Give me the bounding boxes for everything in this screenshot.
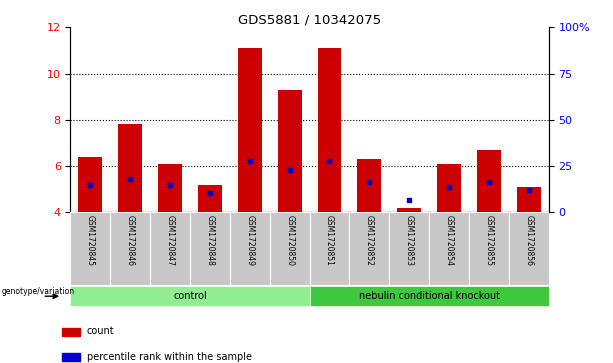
FancyBboxPatch shape	[150, 212, 190, 285]
Bar	[198, 184, 222, 212]
Bar	[61, 328, 80, 336]
Bar	[318, 48, 341, 212]
Text: GSM1720848: GSM1720848	[205, 215, 215, 265]
FancyBboxPatch shape	[389, 212, 429, 285]
Text: percentile rank within the sample: percentile rank within the sample	[87, 352, 252, 362]
FancyBboxPatch shape	[270, 212, 310, 285]
Bar	[477, 150, 501, 212]
Bar	[278, 90, 302, 212]
FancyBboxPatch shape	[349, 212, 389, 285]
Text: control: control	[173, 291, 207, 301]
FancyBboxPatch shape	[110, 212, 150, 285]
Bar	[78, 157, 102, 212]
FancyBboxPatch shape	[230, 212, 270, 285]
FancyBboxPatch shape	[469, 212, 509, 285]
Text: GSM1720849: GSM1720849	[245, 215, 254, 265]
Text: genotype/variation: genotype/variation	[1, 287, 75, 296]
FancyBboxPatch shape	[509, 212, 549, 285]
FancyBboxPatch shape	[429, 212, 469, 285]
FancyBboxPatch shape	[70, 286, 310, 306]
FancyBboxPatch shape	[190, 212, 230, 285]
Bar	[397, 208, 421, 212]
Text: nebulin conditional knockout: nebulin conditional knockout	[359, 291, 500, 301]
Bar	[118, 125, 142, 212]
Text: GSM1720855: GSM1720855	[484, 215, 493, 265]
Text: count: count	[87, 326, 115, 337]
FancyBboxPatch shape	[310, 212, 349, 285]
Text: GSM1720847: GSM1720847	[166, 215, 175, 265]
Bar	[61, 353, 80, 362]
Bar	[357, 159, 381, 212]
Text: GSM1720846: GSM1720846	[126, 215, 135, 265]
Text: GSM1720854: GSM1720854	[444, 215, 454, 265]
Text: GSM1720852: GSM1720852	[365, 215, 374, 265]
Text: GSM1720851: GSM1720851	[325, 215, 334, 265]
Text: GSM1720850: GSM1720850	[285, 215, 294, 265]
Bar	[158, 164, 182, 212]
FancyBboxPatch shape	[310, 286, 549, 306]
Text: GSM1720845: GSM1720845	[86, 215, 95, 265]
Text: GSM1720856: GSM1720856	[524, 215, 533, 265]
Title: GDS5881 / 10342075: GDS5881 / 10342075	[238, 13, 381, 26]
Text: GSM1720853: GSM1720853	[405, 215, 414, 265]
Bar	[437, 164, 461, 212]
Bar	[238, 48, 262, 212]
Bar	[517, 187, 541, 212]
FancyBboxPatch shape	[70, 212, 110, 285]
